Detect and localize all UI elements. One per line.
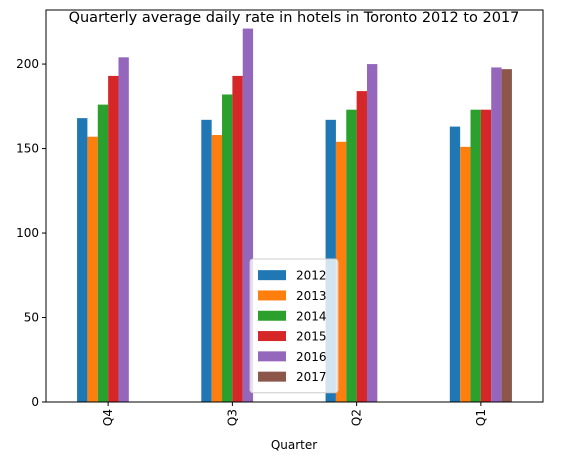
bar-2014-Q2 (346, 109, 357, 402)
y-tick-label: 100 (16, 226, 39, 240)
bar-2013-Q4 (87, 136, 98, 402)
legend-label-2017: 2017 (296, 370, 327, 384)
bar-2015-Q3 (232, 75, 243, 403)
bar-2016-Q3 (242, 28, 254, 403)
bar-2015-Q2 (356, 91, 367, 402)
legend-label-2016: 2016 (296, 350, 327, 364)
bar-2014-Q4 (97, 104, 109, 403)
bar-2016-Q1 (491, 67, 502, 402)
y-tick-label: 50 (24, 311, 39, 325)
legend-swatch-2016 (258, 351, 286, 362)
x-axis-label: Quarter (271, 438, 317, 452)
y-axis: 0 50 100 150 200 (16, 57, 46, 409)
x-axis: Q4 Q3 Q2 Q1 (101, 402, 488, 426)
legend-swatch-2014 (258, 310, 286, 321)
legend-label-2015: 2015 (296, 330, 327, 344)
legend-swatch-2013 (258, 290, 286, 301)
x-tick-label-Q1: Q1 (474, 409, 488, 426)
bar-2016-Q2 (366, 64, 378, 402)
chart-title: Quarterly average daily rate in hotels i… (69, 10, 520, 26)
bar-2012-Q4 (77, 118, 88, 402)
x-tick-label-Q3: Q3 (225, 409, 239, 426)
bar-2015-Q4 (108, 75, 119, 403)
bars-group (77, 28, 512, 403)
y-tick-label: 150 (16, 142, 39, 156)
bar-2013-Q3 (211, 135, 223, 402)
bar-2012-Q3 (201, 119, 212, 402)
legend-label-2012: 2012 (296, 269, 327, 283)
bar-2012-Q1 (449, 126, 461, 402)
bar-2017-Q1 (501, 69, 512, 402)
bar-2016-Q4 (118, 57, 129, 403)
bar-2014-Q1 (470, 109, 481, 402)
plot-frame (45, 9, 544, 403)
legend-swatch-2015 (258, 331, 286, 342)
legend-label-2014: 2014 (296, 309, 327, 323)
legend-label-2013: 2013 (296, 289, 327, 303)
legend: 2012 2013 2014 2015 2016 2017 (249, 258, 339, 394)
y-tick-label: 0 (31, 395, 39, 409)
bar-2015-Q1 (480, 109, 492, 402)
x-tick-label-Q4: Q4 (101, 409, 115, 426)
x-tick-label-Q2: Q2 (350, 409, 364, 426)
legend-swatch-2017 (258, 371, 286, 382)
bar-2014-Q3 (222, 94, 233, 402)
bar-2013-Q1 (460, 146, 471, 402)
y-tick-label: 200 (16, 57, 39, 71)
legend-swatch-2012 (258, 270, 286, 281)
bar-2013-Q2 (335, 141, 347, 403)
